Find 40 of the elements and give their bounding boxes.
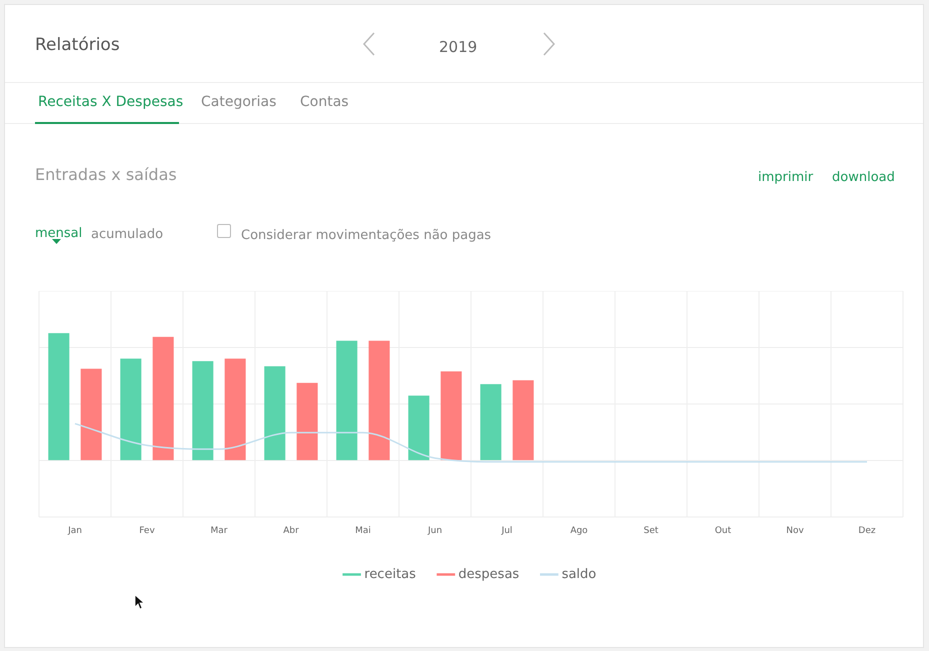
x-tick-label: Jun	[426, 526, 442, 536]
text: download	[832, 170, 895, 185]
chart-title: Relatórios	[35, 35, 120, 55]
text: mensal	[35, 226, 82, 241]
x-tick-label: Fev	[139, 526, 156, 536]
legend-label: saldo	[562, 566, 596, 582]
bar	[336, 340, 358, 460]
text: Categorias	[201, 94, 276, 110]
text: Receitas X Despesas	[38, 94, 184, 110]
text: imprimir	[758, 170, 814, 185]
bar	[368, 340, 390, 460]
bar	[192, 361, 214, 460]
x-tick-label: Dez	[858, 526, 876, 536]
bar	[264, 366, 286, 460]
legend-label: despesas	[458, 566, 520, 582]
bar	[296, 382, 318, 460]
x-tick-label: Abr	[283, 526, 300, 536]
x-tick-label: Jan	[67, 526, 82, 536]
bar	[408, 396, 430, 460]
text: 2019	[439, 38, 478, 56]
text: Considerar movimentações não pagas	[241, 228, 492, 243]
bar	[120, 358, 142, 460]
x-tick-label: Out	[714, 526, 732, 536]
x-tick-label: Ago	[570, 526, 588, 536]
text: Contas	[300, 94, 349, 110]
bar	[480, 384, 502, 460]
x-tick-label: Jul	[500, 526, 512, 536]
bar	[224, 358, 246, 460]
bar	[80, 368, 102, 460]
bar	[152, 336, 174, 460]
x-tick-label: Nov	[786, 526, 804, 536]
bar	[440, 371, 462, 460]
bar	[48, 333, 70, 460]
bar	[512, 380, 534, 460]
text: acumulado	[91, 227, 164, 242]
chart-subtitle: Entradas x saídas	[35, 165, 177, 184]
x-tick-label: Mar	[210, 526, 228, 536]
legend-label: receitas	[364, 566, 416, 582]
x-tick-label: Mai	[355, 526, 371, 536]
x-tick-label: Set	[644, 526, 659, 536]
